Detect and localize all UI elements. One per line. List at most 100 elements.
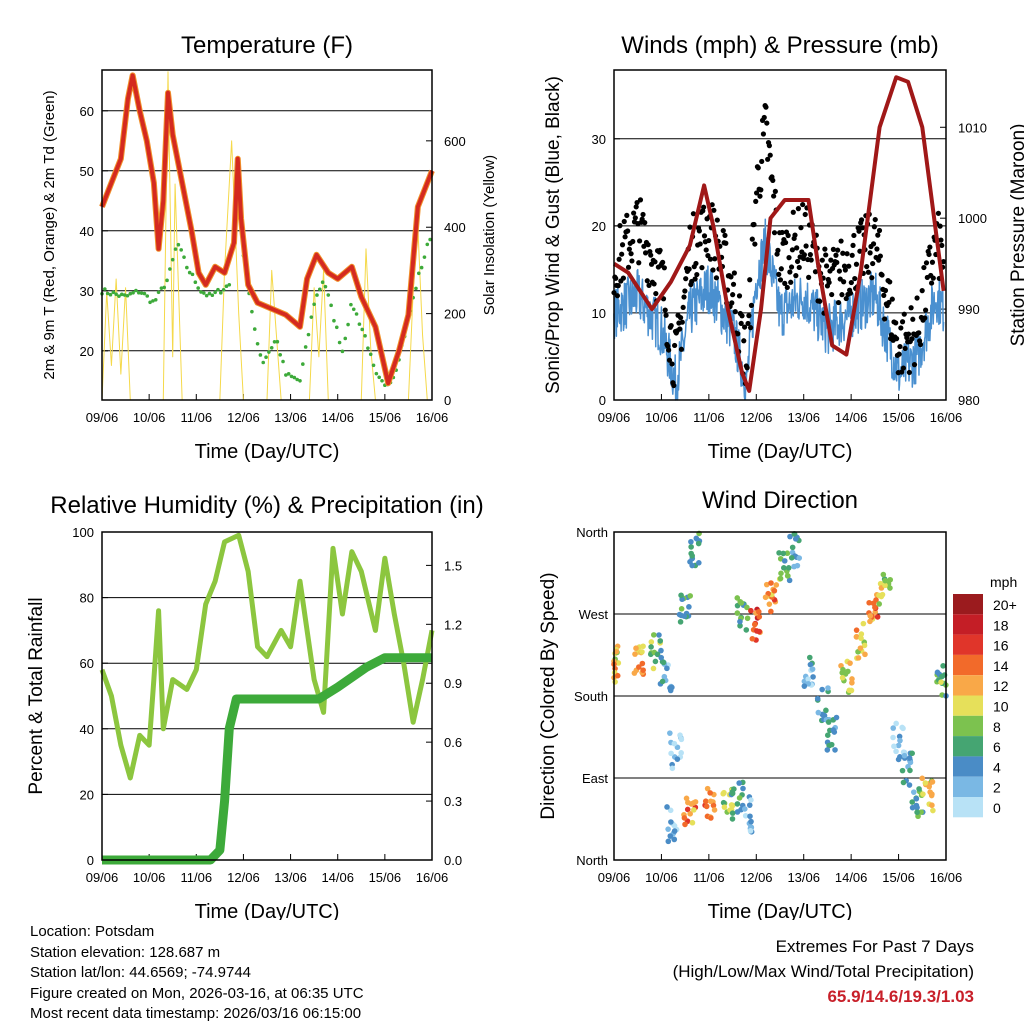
direction-point xyxy=(678,612,684,619)
direction-point xyxy=(766,601,773,607)
direction-point xyxy=(665,838,672,845)
dewpoint-point xyxy=(179,248,183,252)
direction-point xyxy=(652,658,659,665)
direction-point xyxy=(639,660,646,667)
direction-point xyxy=(747,813,753,820)
gust-point xyxy=(937,223,943,229)
direction-point xyxy=(762,594,769,601)
temp-9m-line xyxy=(99,72,435,387)
gust-point xyxy=(614,293,621,299)
direction-point xyxy=(893,748,899,755)
gust-point xyxy=(867,250,873,256)
x-tick-label: 13/06 xyxy=(787,870,820,885)
direction-point xyxy=(689,819,696,826)
gust-point xyxy=(794,258,801,265)
legend-swatch xyxy=(953,634,983,655)
gust-point xyxy=(909,336,915,342)
dewpoint-point xyxy=(148,300,152,305)
dewpoint-point xyxy=(261,360,266,365)
dewpoint-point xyxy=(185,265,189,270)
legend-swatch xyxy=(953,736,983,757)
gust-point xyxy=(835,299,842,306)
gust-point xyxy=(919,288,925,294)
gust-point xyxy=(753,198,759,204)
gust-point xyxy=(906,369,912,376)
legend-label: 12 xyxy=(993,678,1009,694)
gust-point xyxy=(857,248,863,254)
y-right-tick-label: 600 xyxy=(444,134,466,149)
gust-point xyxy=(720,228,726,234)
direction-point xyxy=(787,533,793,540)
legend-swatch xyxy=(953,695,983,716)
gust-point xyxy=(642,220,648,226)
gust-point xyxy=(778,266,784,272)
gust-point xyxy=(680,304,686,311)
dewpoint-point xyxy=(162,285,167,290)
direction-point xyxy=(711,807,718,813)
gust-point xyxy=(902,345,908,352)
station-info: Location: Potsdam Station elevation: 128… xyxy=(30,922,364,1025)
dewpoint-point xyxy=(275,339,280,344)
gust-point xyxy=(677,314,684,321)
dewpoint-point xyxy=(122,293,127,297)
gust-point xyxy=(787,269,793,275)
gust-point xyxy=(752,241,758,247)
dewpoint-point xyxy=(428,237,432,242)
direction-point xyxy=(702,798,709,805)
direction-point xyxy=(909,799,916,805)
gust-point xyxy=(763,104,769,110)
direction-point xyxy=(754,628,760,634)
direction-point xyxy=(858,631,865,637)
direction-point xyxy=(796,555,803,561)
dewpoint-point xyxy=(156,290,161,295)
gust-point xyxy=(848,279,854,286)
gust-point xyxy=(751,221,757,228)
direction-point xyxy=(654,651,661,658)
direction-point xyxy=(658,647,664,654)
gust-point xyxy=(806,274,812,280)
dewpoint-point xyxy=(142,291,147,296)
x-tick-label: 14/06 xyxy=(321,870,354,885)
direction-point xyxy=(668,819,674,825)
gust-point xyxy=(713,275,720,281)
direction-point xyxy=(900,725,906,732)
gust-point xyxy=(886,299,892,306)
dewpoint-point xyxy=(417,271,421,276)
direction-point xyxy=(907,767,913,774)
dewpoint-point xyxy=(252,327,257,331)
gust-point xyxy=(938,237,944,243)
direction-point xyxy=(784,572,791,579)
gust-point xyxy=(757,193,763,199)
elevation: Station elevation: 128.687 m xyxy=(30,943,221,961)
gust-point xyxy=(911,362,918,368)
direction-point xyxy=(664,804,670,810)
legend-label: 8 xyxy=(993,719,1001,735)
gust-point xyxy=(729,300,735,306)
x-tick-label: 10/06 xyxy=(133,870,166,885)
gust-point xyxy=(771,230,778,236)
direction-point xyxy=(858,635,864,642)
direction-point xyxy=(890,725,897,731)
gust-point xyxy=(633,204,639,210)
direction-point xyxy=(674,756,681,762)
gust-point xyxy=(739,313,745,319)
gust-point xyxy=(871,224,877,230)
x-tick-label: 16/06 xyxy=(416,870,449,885)
y-right-axis-label: Station Pressure (Maroon) xyxy=(1008,124,1024,347)
legend-swatch xyxy=(953,594,983,615)
direction-point xyxy=(678,736,685,743)
gust-point xyxy=(653,290,659,297)
x-tick-label: 11/06 xyxy=(180,410,212,425)
gust-point xyxy=(616,256,622,262)
direction-point xyxy=(736,795,743,801)
gust-point xyxy=(619,242,626,248)
direction-point xyxy=(664,665,670,672)
legend-label: 14 xyxy=(993,658,1009,674)
y-tick-label: 60 xyxy=(80,656,94,671)
dewpoint-point xyxy=(187,270,192,275)
gust-point xyxy=(802,211,808,218)
y-right-tick-label: 990 xyxy=(958,302,980,317)
gust-point xyxy=(652,259,658,265)
dewpoint-point xyxy=(281,359,285,364)
gust-point xyxy=(779,229,785,236)
